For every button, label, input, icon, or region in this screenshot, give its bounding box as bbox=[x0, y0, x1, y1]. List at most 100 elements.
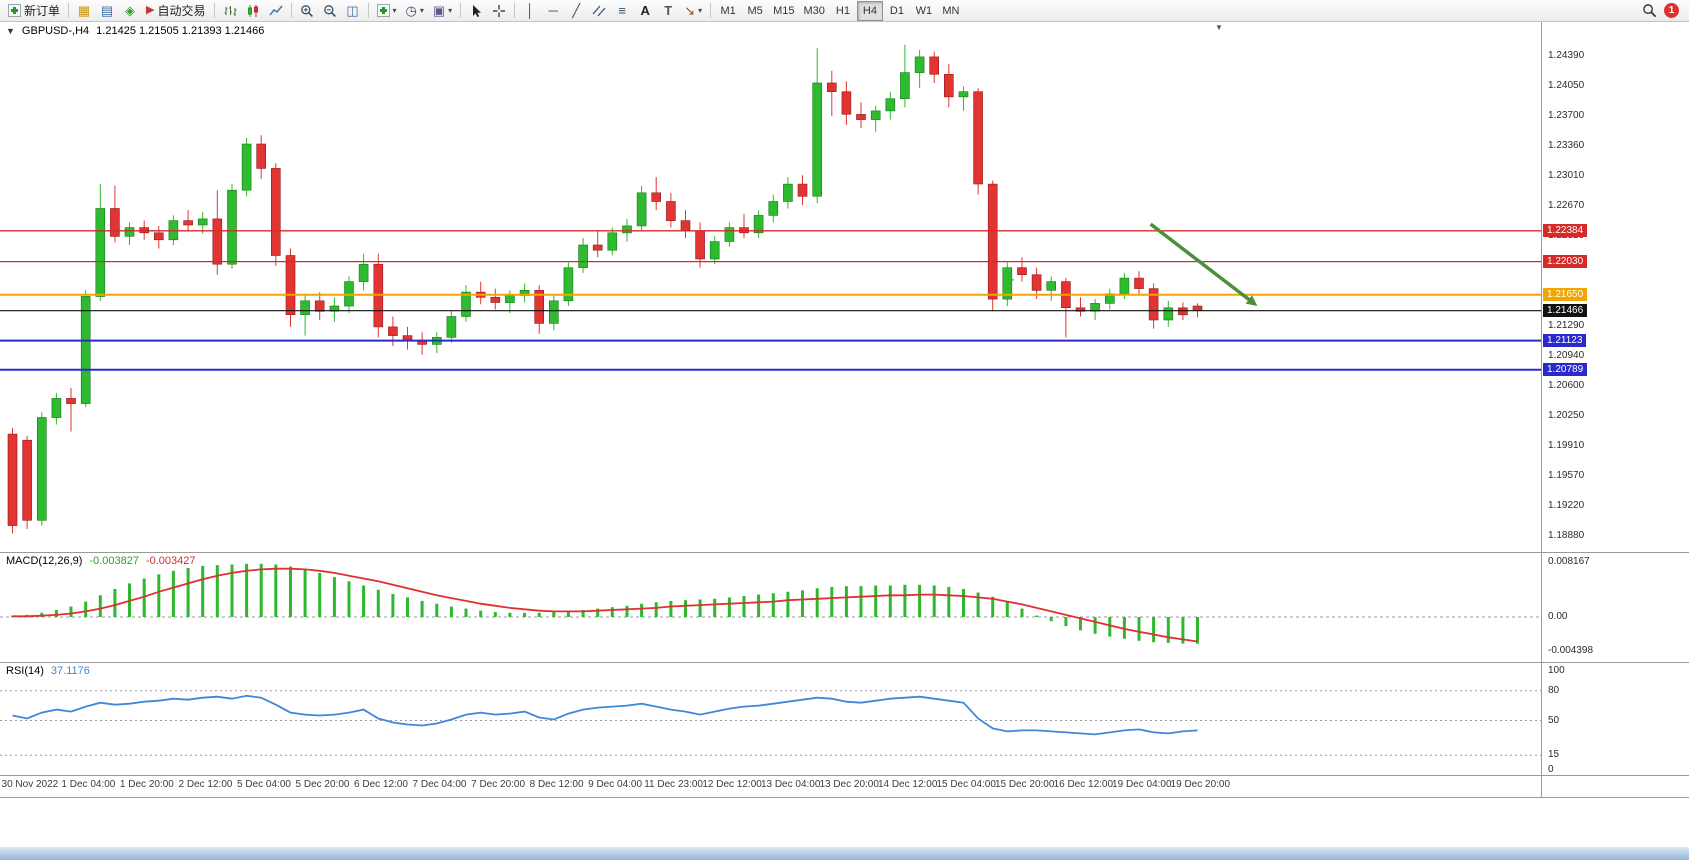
price-axis-tick: 1.21290 bbox=[1548, 320, 1585, 331]
price-axis-tick: 1.23010 bbox=[1548, 170, 1585, 181]
price-line-label: 1.21466 bbox=[1543, 304, 1588, 317]
main-toolbar: 新订单 ▦ ▤ ◈ ▶ 自动交易 bbox=[0, 0, 1689, 22]
timeframe-button-m15[interactable]: M15 bbox=[769, 1, 798, 21]
channel-icon bbox=[592, 5, 606, 16]
macd-axis-tick: 0.008167 bbox=[1548, 556, 1590, 567]
crosshair-icon bbox=[493, 4, 506, 17]
time-axis-label: 7 Dec 04:00 bbox=[412, 779, 467, 790]
zoom-in-icon bbox=[300, 4, 313, 17]
toolbar-separator bbox=[213, 3, 215, 18]
timeframe-button-m1[interactable]: M1 bbox=[715, 1, 741, 21]
autotrading-icon: ▶ bbox=[146, 4, 155, 16]
text-tool-icon: A bbox=[640, 3, 650, 18]
clock-icon: ◷ bbox=[405, 3, 417, 18]
line-chart-icon bbox=[268, 5, 283, 15]
price-line-label: 1.20789 bbox=[1543, 363, 1588, 376]
navigator-icon: ◈ bbox=[125, 3, 136, 18]
time-axis-label: 12 Dec 12:00 bbox=[702, 779, 762, 790]
market-watch-button[interactable]: ▦ bbox=[73, 1, 95, 21]
zoom-in-button[interactable] bbox=[296, 1, 318, 21]
vertical-line-tool-button[interactable]: │ bbox=[519, 1, 541, 21]
rsi-label: RSI(14) bbox=[6, 665, 44, 677]
timeframe-button-m5[interactable]: M5 bbox=[742, 1, 768, 21]
chart-header: ▼ GBPUSD-,H4 1.21425 1.21505 1.21393 1.2… bbox=[6, 25, 264, 37]
time-axis-label: 13 Dec 04:00 bbox=[760, 779, 821, 790]
macd-canvas[interactable] bbox=[0, 552, 1541, 662]
candlestick-chart-button[interactable] bbox=[242, 1, 264, 21]
timeframe-button-h4[interactable]: H4 bbox=[856, 0, 883, 21]
fibonacci-tool-button[interactable]: ≡ bbox=[611, 1, 633, 21]
notifications-badge[interactable]: 1 bbox=[1664, 3, 1679, 18]
crosshair-tool-button[interactable] bbox=[488, 1, 510, 21]
fibonacci-icon: ≡ bbox=[618, 3, 626, 18]
macd-header: MACD(12,26,9) -0.003827 -0.003427 bbox=[6, 555, 196, 567]
pane-separator[interactable] bbox=[0, 662, 1689, 663]
timeframe-group: M1 M5 M15 M30 H1 H4 D1 W1 MN bbox=[715, 0, 964, 21]
tile-windows-button[interactable]: ◫ bbox=[342, 1, 364, 21]
time-axis-label: 2 Dec 12:00 bbox=[178, 779, 233, 790]
channel-tool-button[interactable] bbox=[588, 1, 610, 21]
time-axis-label: 30 Nov 2022 bbox=[1, 779, 59, 790]
price-axis-tick: 1.19220 bbox=[1548, 500, 1585, 511]
chevron-down-icon: ▾ bbox=[392, 6, 397, 15]
time-axis-label: 1 Dec 20:00 bbox=[119, 779, 174, 790]
text-tool-button[interactable]: A bbox=[634, 1, 656, 21]
price-axis-tick: 1.23360 bbox=[1548, 140, 1585, 151]
timeframe-button-h1[interactable]: H1 bbox=[830, 1, 856, 21]
pane-separator bbox=[0, 775, 1689, 776]
line-chart-button[interactable] bbox=[265, 1, 287, 21]
horizontal-line-icon: ─ bbox=[548, 3, 558, 18]
vertical-line-icon: │ bbox=[526, 3, 535, 18]
periods-button[interactable]: ◷ ▾ bbox=[402, 1, 428, 21]
macd-label: MACD(12,26,9) bbox=[6, 555, 83, 567]
price-axis-tick: 1.24050 bbox=[1548, 80, 1585, 91]
new-order-label: 新订单 bbox=[24, 4, 61, 18]
time-axis-label: 19 Dec 04:00 bbox=[1112, 779, 1172, 790]
horizontal-line-tool-button[interactable]: ─ bbox=[542, 1, 564, 21]
rsi-axis-tick: 15 bbox=[1548, 749, 1560, 760]
search-button[interactable] bbox=[1638, 1, 1661, 21]
trendline-icon: ╱ bbox=[572, 3, 581, 18]
price-chart-canvas[interactable] bbox=[0, 22, 1541, 552]
price-line-label: 1.22384 bbox=[1543, 224, 1588, 237]
price-axis-tick: 1.23700 bbox=[1548, 110, 1585, 121]
chart-shift-marker: ▼ bbox=[1215, 23, 1223, 32]
rsi-axis-tick: 0 bbox=[1548, 764, 1554, 775]
time-axis-label: 1 Dec 04:00 bbox=[61, 779, 116, 790]
navigator-button[interactable]: ◈ bbox=[119, 1, 141, 21]
data-window-button[interactable]: ▤ bbox=[96, 1, 118, 21]
price-axis-tick: 1.20250 bbox=[1548, 410, 1585, 421]
timeframe-button-mn[interactable]: MN bbox=[938, 1, 964, 21]
trendline-tool-button[interactable]: ╱ bbox=[565, 1, 587, 21]
time-axis-label: 6 Dec 12:00 bbox=[354, 779, 408, 790]
rsi-header: RSI(14) 37.1176 bbox=[6, 665, 90, 677]
text-label-tool-button[interactable]: T bbox=[657, 1, 679, 21]
autotrading-button[interactable]: ▶ 自动交易 bbox=[142, 1, 209, 21]
toolbar-separator bbox=[514, 3, 516, 18]
zoom-out-button[interactable] bbox=[319, 1, 341, 21]
timeframe-button-m30[interactable]: M30 bbox=[800, 1, 829, 21]
pane-separator[interactable] bbox=[0, 552, 1689, 553]
time-axis: 30 Nov 2022 1 Dec 04:00 1 Dec 20:00 2 Dec 1… bbox=[0, 775, 1541, 797]
one-click-trading-toggle[interactable]: ▼ bbox=[6, 26, 15, 36]
cursor-tool-button[interactable] bbox=[465, 1, 487, 21]
templates-button[interactable]: ▣ ▾ bbox=[429, 1, 456, 21]
arrows-tool-button[interactable]: ↘ ▾ bbox=[680, 1, 706, 21]
timeframe-button-d1[interactable]: D1 bbox=[884, 1, 910, 21]
timeframe-button-w1[interactable]: W1 bbox=[911, 1, 937, 21]
toolbar-separator bbox=[68, 3, 70, 18]
bar-chart-button[interactable] bbox=[219, 1, 241, 21]
price-axis-tick: 1.20940 bbox=[1548, 350, 1585, 361]
indicators-button[interactable]: ▾ bbox=[373, 1, 401, 21]
new-order-button[interactable]: 新订单 bbox=[4, 1, 64, 21]
template-icon: ▣ bbox=[432, 3, 446, 18]
bar-chart-icon bbox=[224, 5, 236, 16]
time-axis-label: 14 Dec 12:00 bbox=[877, 779, 938, 790]
chart-symbol-period: GBPUSD-,H4 bbox=[21, 25, 90, 37]
chevron-down-icon: ▾ bbox=[419, 6, 424, 15]
chart-window: ▼ GBPUSD-,H4 1.21425 1.21505 1.21393 1.2… bbox=[0, 22, 1689, 798]
market-watch-icon: ▦ bbox=[77, 3, 91, 18]
price-axis-tick: 1.20600 bbox=[1548, 380, 1585, 391]
time-axis-label: 16 Dec 12:00 bbox=[1053, 779, 1114, 790]
rsi-canvas[interactable] bbox=[0, 662, 1541, 775]
